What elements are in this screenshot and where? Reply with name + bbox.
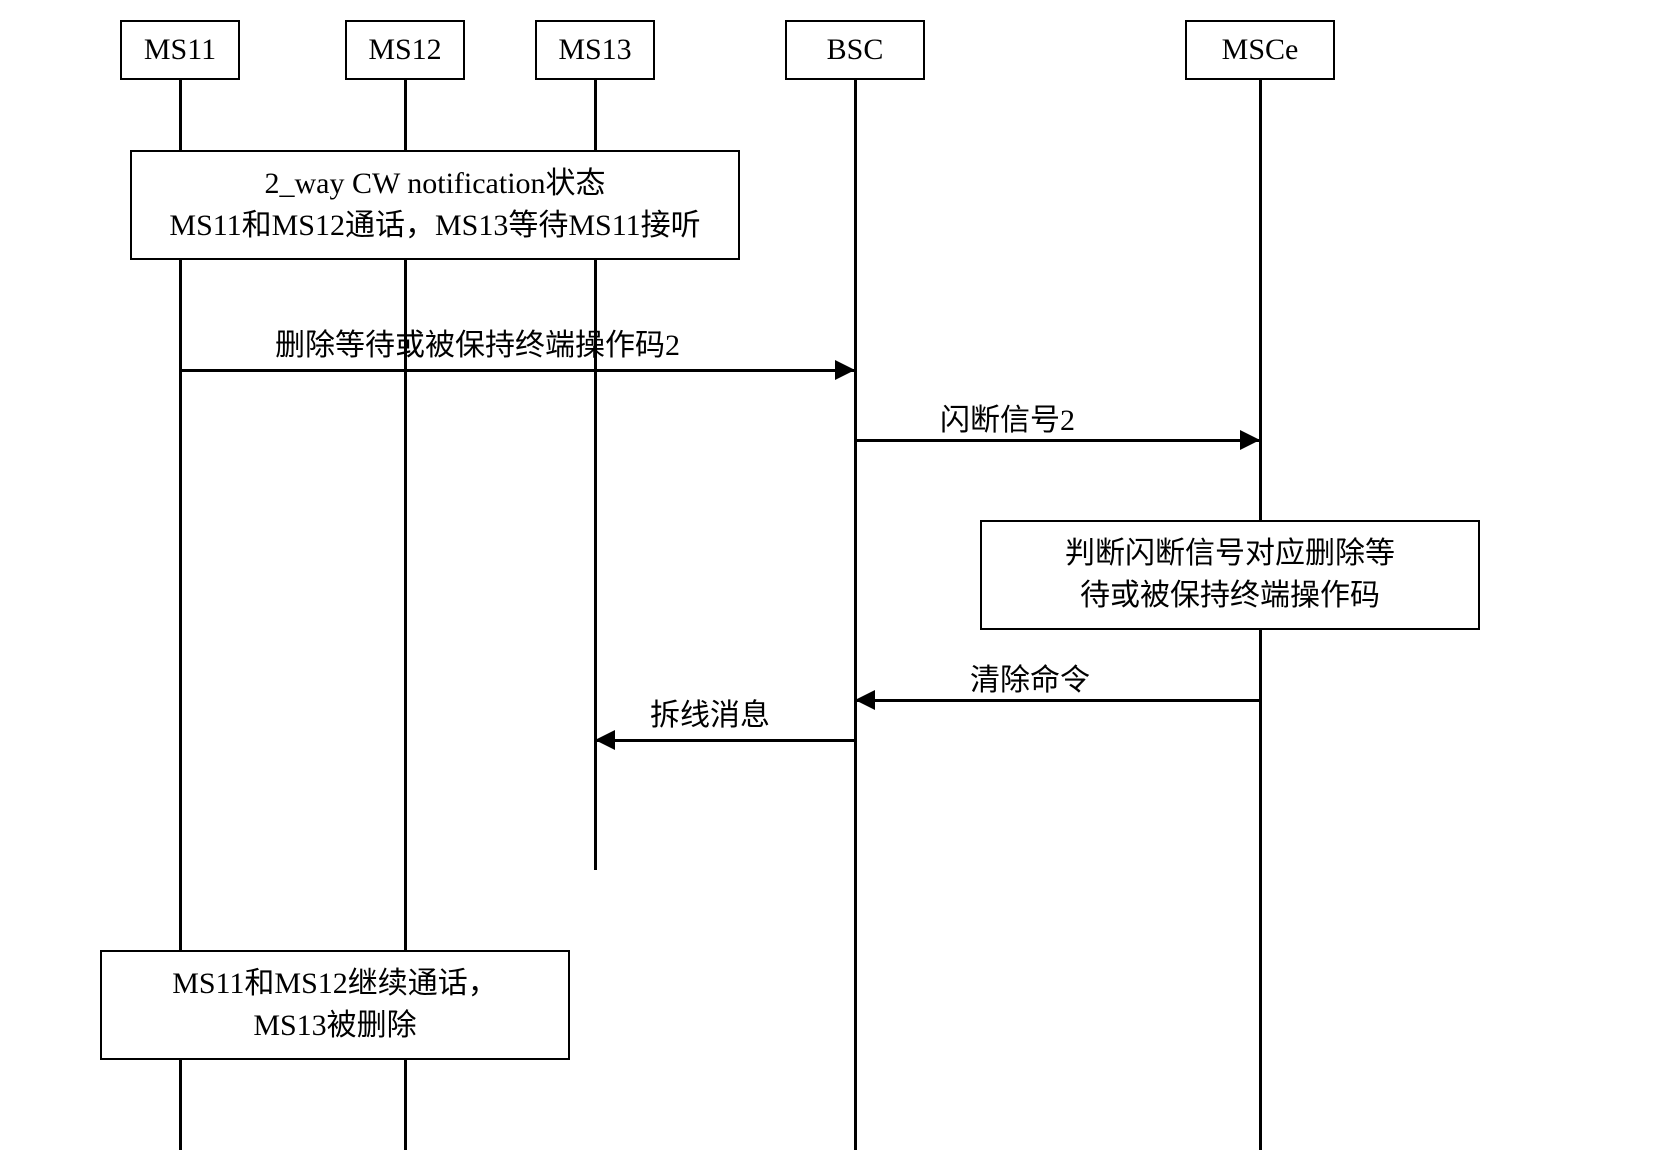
participant-ms13: MS13	[535, 20, 655, 80]
message-line-m1	[180, 369, 855, 372]
arrow-m4	[595, 730, 615, 750]
participant-ms12: MS12	[345, 20, 465, 80]
message-line-m4	[595, 739, 855, 742]
message-label-m2: 闪断信号2	[940, 395, 1075, 439]
note-state1: 2_way CW notification状态MS11和MS12通话，MS13等…	[130, 150, 740, 260]
participant-bsc: BSC	[785, 20, 925, 80]
arrow-m3	[855, 690, 875, 710]
message-label-m1: 删除等待或被保持终端操作码2	[275, 320, 680, 364]
participant-msce: MSCe	[1185, 20, 1335, 80]
lifeline-bsc	[854, 80, 857, 1150]
note-judge: 判断闪断信号对应删除等待或被保持终端操作码	[980, 520, 1480, 630]
message-label-m3: 清除命令	[970, 655, 1090, 699]
participant-ms11: MS11	[120, 20, 240, 80]
note-state2: MS11和MS12继续通话，MS13被删除	[100, 950, 570, 1060]
arrow-m1	[835, 360, 855, 380]
message-label-m4: 拆线消息	[650, 690, 770, 734]
arrow-m2	[1240, 430, 1260, 450]
